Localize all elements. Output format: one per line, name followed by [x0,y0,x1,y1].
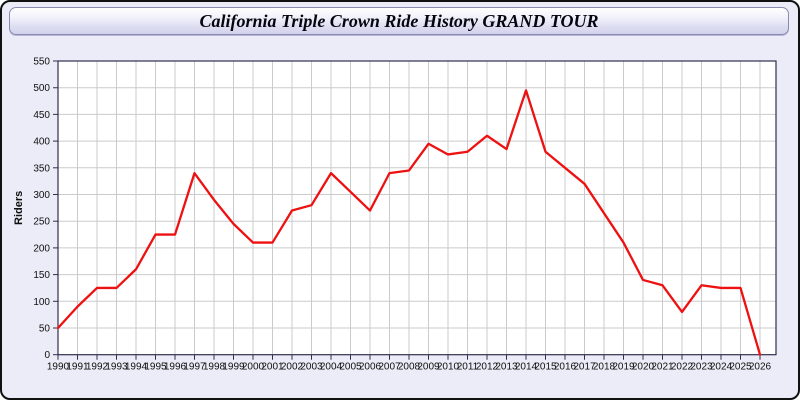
x-tick-label: 2002 [281,362,304,373]
page-title: California Triple Crown Ride History GRA… [199,10,599,31]
x-tick-label: 2024 [710,362,733,373]
x-tick-label: 2009 [417,362,440,373]
y-tick-label: 100 [33,297,50,308]
x-tick-label: 2021 [651,362,674,373]
x-tick-label: 2010 [437,362,460,373]
y-axis-label: Riders [13,191,25,225]
y-tick-label: 200 [33,243,50,254]
y-tick-label: 0 [44,350,50,361]
x-tick-label: 1995 [144,362,167,373]
x-tick-label: 1996 [164,362,187,373]
chart-container: 0 50 100 150 200 250 300 350 400 450 500 550 1990 199… [2,47,798,392]
y-tick-label: 250 [33,217,50,228]
x-tick-label: 2001 [261,362,284,373]
x-tick-label: 1991 [66,362,89,373]
x-tick-label: 1998 [203,362,226,373]
ride-history-chart: 0501001502002503003504004505005501990199… [13,57,777,373]
y-tick-label: 150 [33,270,50,281]
y-tick-label: 400 [33,137,50,148]
x-tick-label: 2020 [632,362,655,373]
plot-border [57,60,777,356]
x-tick-label: 2011 [457,362,479,373]
x-tick-label: 1993 [105,362,128,373]
x-tick-label: 1999 [222,362,245,373]
riders-line [56,89,762,356]
x-tick-label: 2014 [515,362,538,373]
x-tick-label: 1997 [183,362,206,373]
y-tick-label: 350 [33,163,50,174]
x-tick-label: 2007 [378,362,401,373]
x-tick-label: 2004 [320,362,343,373]
x-tick-label: 2008 [398,362,421,373]
x-tick-label: 2017 [573,362,596,373]
x-tick-label: 2026 [749,362,772,373]
x-tick-label: 2025 [729,362,752,373]
x-tick-label: 2013 [495,362,518,373]
x-tick-label: 2023 [690,362,713,373]
x-tick-label: 2019 [612,362,635,373]
y-tick-label: 550 [33,57,50,68]
x-tick-label: 1992 [86,362,109,373]
x-tick-label: 2018 [593,362,616,373]
x-tick-label: 1994 [125,362,148,373]
x-tick-label: 2005 [339,362,362,373]
y-tick-label: 50 [39,324,51,335]
title-bar: California Triple Crown Ride History GRA… [9,7,789,35]
x-tick-label: 1990 [47,362,70,373]
x-tick-label: 2000 [242,362,265,373]
y-tick-label: 500 [33,83,50,94]
x-tick-label: 2006 [359,362,382,373]
x-tick-label: 2012 [476,362,499,373]
y-tick-label: 450 [33,110,50,121]
x-tick-label: 2015 [534,362,557,373]
x-tick-label: 2003 [300,362,323,373]
y-tick-label: 300 [33,190,50,201]
plot-area [58,61,776,355]
x-tick-label: 2016 [554,362,577,373]
x-tick-label: 2022 [671,362,694,373]
